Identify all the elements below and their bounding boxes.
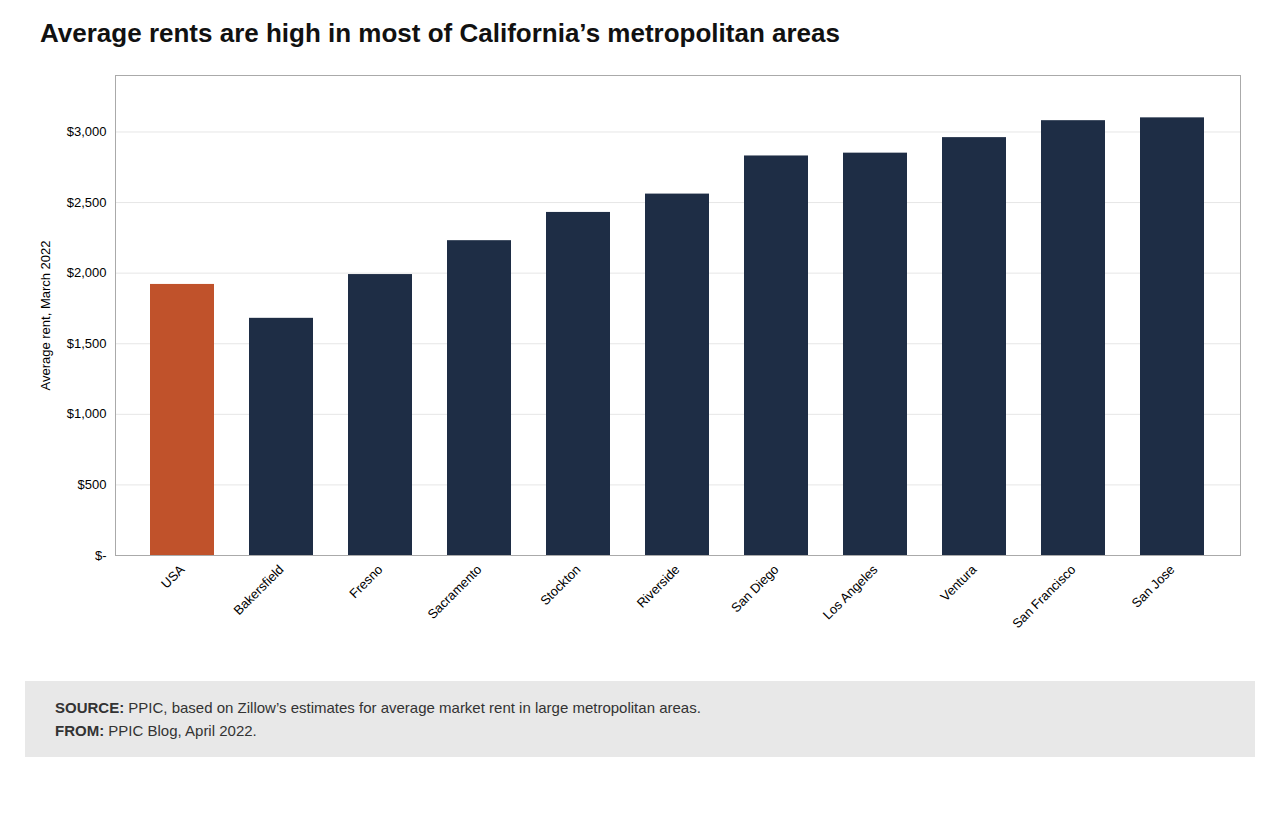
svg-text:Bakersfield: Bakersfield: [230, 562, 286, 618]
svg-text:San Diego: San Diego: [728, 562, 782, 616]
svg-text:USA: USA: [158, 562, 188, 592]
svg-text:Los Angeles: Los Angeles: [820, 561, 881, 622]
html-text:SOURCE: PPIC, based on Zillow’: SOURCE: PPIC, based on Zillow’s estimate…: [55, 699, 701, 716]
svg-text:$1,000: $1,000: [67, 406, 107, 421]
svg-text:Sacramento: Sacramento: [424, 562, 484, 622]
svg-text:Average rent, March 2022: Average rent, March 2022: [38, 240, 53, 390]
svg-text:Ventura: Ventura: [937, 561, 980, 604]
svg-text:$500: $500: [78, 477, 107, 492]
html-text:FROM: PPIC Blog, April 2022.: FROM: PPIC Blog, April 2022.: [55, 722, 257, 739]
svg-text:$2,000: $2,000: [67, 265, 107, 280]
html-text:Average rents are high in most: Average rents are high in most of Califo…: [40, 18, 840, 48]
svg-text:Fresno: Fresno: [346, 562, 385, 601]
svg-text:Stockton: Stockton: [537, 562, 583, 608]
svg-text:$1,500: $1,500: [67, 336, 107, 351]
svg-text:San Francisco: San Francisco: [1009, 562, 1078, 631]
svg-text:San Jose: San Jose: [1129, 562, 1178, 611]
svg-text:$2,500: $2,500: [67, 195, 107, 210]
svg-text:Riverside: Riverside: [634, 562, 683, 611]
svg-text:$-: $-: [95, 548, 107, 563]
svg-text:$3,000: $3,000: [67, 124, 107, 139]
